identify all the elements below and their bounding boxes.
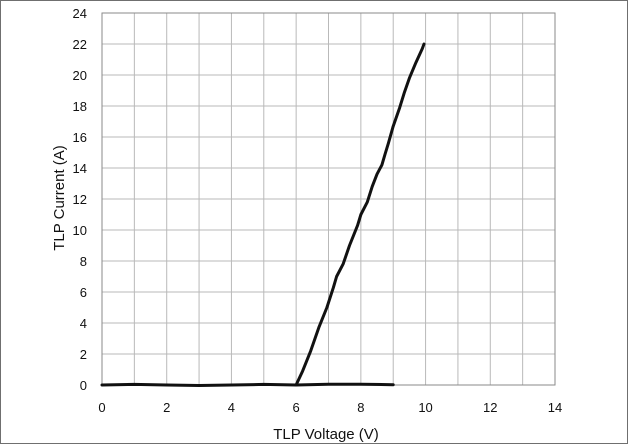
y-tick-label: 22	[73, 37, 87, 52]
x-tick-label: 14	[548, 400, 562, 415]
y-tick-label: 14	[73, 161, 87, 176]
y-tick-label: 8	[80, 254, 87, 269]
y-tick-label: 18	[73, 99, 87, 114]
grid	[101, 12, 556, 386]
y-tick-label: 0	[80, 378, 87, 393]
series-line-2	[294, 42, 426, 387]
x-tick-label: 10	[418, 400, 432, 415]
x-tick-label: 4	[228, 400, 235, 415]
series-line-1	[100, 382, 395, 387]
series-lines	[100, 42, 426, 387]
x-tick-label: 2	[163, 400, 170, 415]
y-tick-label: 4	[80, 316, 87, 331]
x-axis-title: TLP Voltage (V)	[273, 426, 379, 443]
y-tick-label: 12	[73, 192, 87, 207]
y-tick-label: 24	[73, 6, 87, 21]
y-tick-label: 6	[80, 285, 87, 300]
y-axis-title: TLP Current (A)	[51, 145, 68, 251]
y-tick-label: 10	[73, 223, 87, 238]
x-tick-label: 0	[98, 400, 105, 415]
x-tick-label: 12	[483, 400, 497, 415]
x-tick-label: 8	[357, 400, 364, 415]
x-tick-label: 6	[293, 400, 300, 415]
y-tick-label: 2	[80, 347, 87, 362]
y-tick-label: 20	[73, 68, 87, 83]
y-tick-label: 16	[73, 130, 87, 145]
